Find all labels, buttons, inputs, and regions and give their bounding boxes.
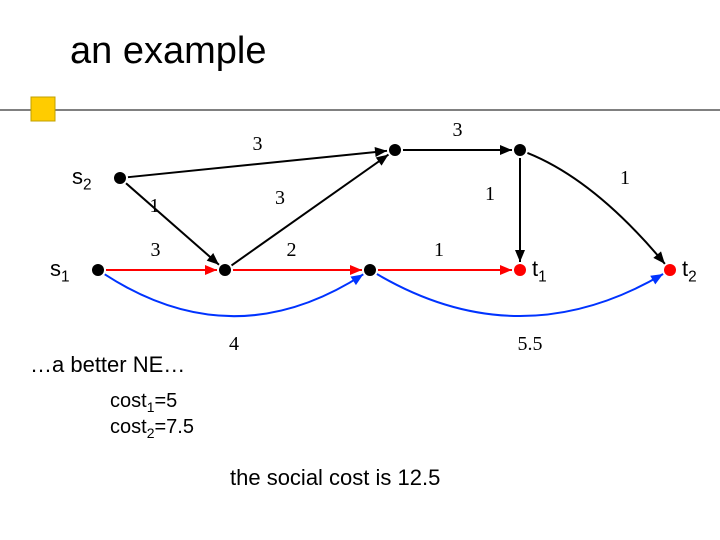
node-label-s1: s1 — [50, 256, 70, 286]
svg-text:5.5: 5.5 — [518, 333, 543, 355]
node-label-t2: t2 — [682, 256, 697, 286]
svg-text:1: 1 — [150, 195, 160, 217]
better-ne-text: …a better NE… — [30, 352, 185, 378]
svg-text:3: 3 — [453, 119, 463, 141]
graph-diagram: 3 3 1 3 1 1 3 2 1 4 5.5 — [0, 0, 720, 540]
svg-text:3: 3 — [151, 239, 161, 261]
svg-text:3: 3 — [275, 187, 285, 209]
cost2-text: cost2=7.5 — [110, 416, 194, 441]
node-label-t1: t1 — [532, 256, 547, 286]
node-label-s2: s2 — [72, 164, 92, 194]
svg-text:4: 4 — [229, 333, 239, 355]
social-cost-text: the social cost is 12.5 — [230, 465, 440, 491]
svg-text:1: 1 — [434, 239, 444, 261]
svg-text:1: 1 — [620, 167, 630, 189]
svg-text:2: 2 — [287, 239, 297, 261]
svg-text:1: 1 — [485, 183, 495, 205]
cost1-text: cost1=5 — [110, 390, 177, 415]
svg-text:3: 3 — [253, 133, 263, 155]
